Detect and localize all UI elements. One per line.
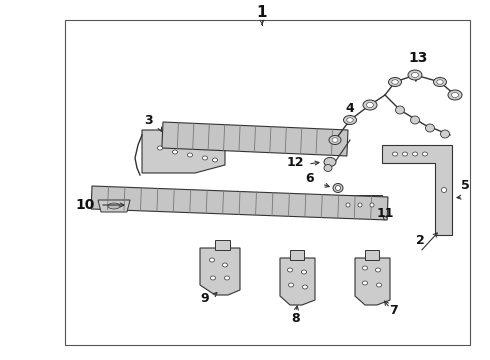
Text: 9: 9 [201, 292, 209, 305]
Bar [290, 250, 304, 260]
Ellipse shape [329, 135, 341, 144]
Ellipse shape [343, 116, 357, 125]
Bar [215, 240, 230, 250]
Text: 7: 7 [389, 303, 397, 316]
Polygon shape [98, 200, 130, 212]
Ellipse shape [451, 93, 459, 98]
Ellipse shape [289, 283, 294, 287]
Text: 2: 2 [416, 234, 424, 247]
Polygon shape [280, 258, 315, 305]
Ellipse shape [358, 203, 362, 207]
Ellipse shape [437, 80, 443, 84]
Text: 13: 13 [408, 51, 428, 65]
Ellipse shape [332, 138, 338, 142]
Ellipse shape [211, 276, 216, 280]
Polygon shape [200, 248, 240, 295]
Ellipse shape [448, 90, 462, 100]
Ellipse shape [288, 268, 293, 272]
Ellipse shape [363, 281, 368, 285]
Ellipse shape [422, 152, 427, 156]
Ellipse shape [224, 276, 229, 280]
Ellipse shape [157, 146, 163, 150]
Polygon shape [91, 186, 388, 220]
Ellipse shape [408, 70, 422, 80]
Ellipse shape [392, 152, 397, 156]
Ellipse shape [188, 153, 193, 157]
Text: 5: 5 [461, 179, 469, 192]
Text: 12: 12 [286, 156, 304, 168]
Ellipse shape [213, 158, 218, 162]
Polygon shape [355, 258, 390, 305]
Ellipse shape [412, 72, 418, 77]
Ellipse shape [346, 203, 350, 207]
Polygon shape [382, 145, 452, 235]
Ellipse shape [402, 152, 408, 156]
Ellipse shape [202, 156, 207, 160]
Ellipse shape [363, 266, 368, 270]
Ellipse shape [411, 116, 419, 124]
Ellipse shape [333, 184, 343, 193]
Text: 4: 4 [345, 102, 354, 114]
Ellipse shape [363, 100, 377, 110]
Polygon shape [162, 122, 348, 156]
Text: 3: 3 [144, 113, 152, 126]
Ellipse shape [108, 203, 120, 209]
Polygon shape [335, 195, 382, 215]
Ellipse shape [441, 130, 449, 138]
Ellipse shape [367, 103, 373, 108]
Ellipse shape [302, 285, 308, 289]
Text: 10: 10 [75, 198, 95, 212]
Ellipse shape [441, 188, 446, 193]
Ellipse shape [389, 77, 401, 86]
Ellipse shape [413, 152, 417, 156]
Text: 1: 1 [257, 5, 267, 19]
Ellipse shape [222, 263, 227, 267]
Ellipse shape [376, 283, 382, 287]
Bar [65, 20, 470, 345]
Ellipse shape [395, 106, 405, 114]
Text: 6: 6 [306, 171, 314, 185]
Ellipse shape [324, 165, 332, 171]
Ellipse shape [370, 203, 374, 207]
Text: 8: 8 [292, 311, 300, 324]
Ellipse shape [324, 158, 336, 166]
Ellipse shape [336, 185, 341, 190]
Ellipse shape [434, 77, 446, 86]
Text: 11: 11 [376, 207, 394, 220]
Ellipse shape [425, 124, 435, 132]
Ellipse shape [172, 150, 177, 154]
Ellipse shape [210, 258, 215, 262]
Polygon shape [142, 130, 225, 173]
Bar [365, 250, 379, 260]
Ellipse shape [347, 118, 353, 122]
Ellipse shape [392, 80, 398, 84]
Ellipse shape [301, 270, 307, 274]
Ellipse shape [375, 268, 381, 272]
